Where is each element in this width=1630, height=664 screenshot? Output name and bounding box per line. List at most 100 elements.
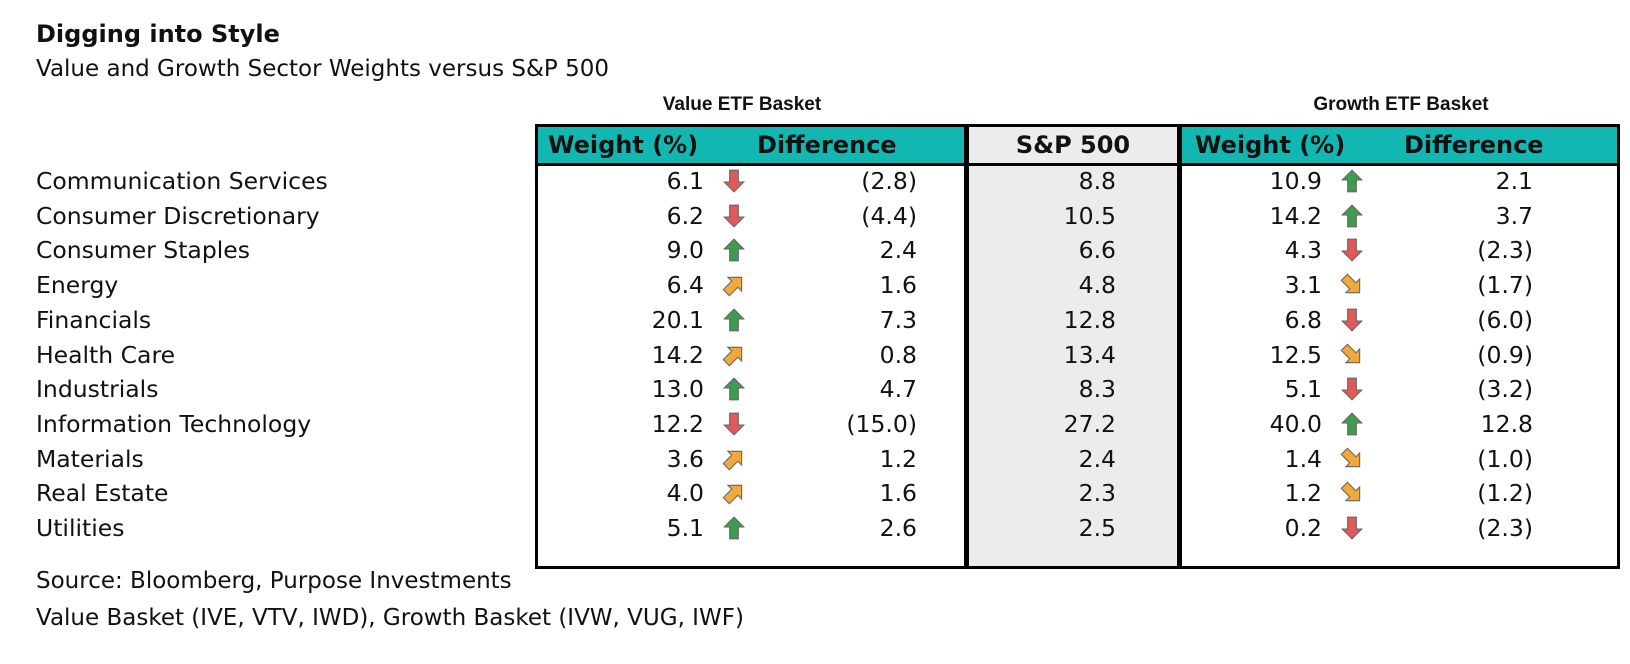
down-arrow-icon <box>1339 515 1365 541</box>
sp500-weight-cell: 2.5 <box>1078 514 1116 542</box>
sp500-weight-cell: 8.8 <box>1078 167 1116 195</box>
growth-diff-cell: (2.3) <box>1477 236 1533 265</box>
page-title: Digging into Style <box>36 20 280 48</box>
growth-diff-cell: (2.3) <box>1477 514 1533 542</box>
growth-diff-cell: 12.8 <box>1480 409 1533 438</box>
value-diff-cell: (4.4) <box>861 201 917 230</box>
growth-weight-cell: 40.0 <box>1269 409 1322 438</box>
downright-arrow-icon <box>1339 342 1365 368</box>
up-arrow-icon <box>1339 203 1365 229</box>
sector-label: Consumer Discretionary <box>36 201 320 230</box>
sp500-panel: S&P 500 <box>966 124 1180 569</box>
sp500-header: S&P 500 <box>1015 131 1131 159</box>
growth-diff-cell: 3.7 <box>1495 201 1533 230</box>
sp500-weight-cell: 13.4 <box>1063 340 1116 369</box>
value-diff-cell: 4.7 <box>879 375 917 404</box>
downright-arrow-icon <box>1339 272 1365 298</box>
growth-weight-header: Weight (%) <box>1195 131 1346 159</box>
value-header-row: Weight (%) Difference <box>538 127 964 166</box>
growth-diff-cell: (0.9) <box>1477 340 1533 369</box>
growth-weight-cell: 6.8 <box>1284 305 1322 334</box>
value-diff-cell: 1.2 <box>879 444 917 473</box>
up-arrow-icon <box>1339 168 1365 194</box>
sp500-weight-cell: 2.4 <box>1078 444 1116 473</box>
value-diff-cell: 7.3 <box>879 305 917 334</box>
growth-weight-cell: 5.1 <box>1284 375 1322 404</box>
down-arrow-icon <box>721 411 747 437</box>
up-arrow-icon <box>1339 411 1365 437</box>
downright-arrow-icon <box>1339 480 1365 506</box>
value-diff-cell: 0.8 <box>879 340 917 369</box>
upright-arrow-icon <box>721 446 747 472</box>
value-weight-cell: 20.1 <box>651 305 704 334</box>
sector-label: Real Estate <box>36 479 169 508</box>
sp500-weight-cell: 4.8 <box>1078 271 1116 300</box>
sector-label: Utilities <box>36 514 125 542</box>
sector-label: Communication Services <box>36 167 328 195</box>
value-weight-cell: 6.2 <box>666 201 704 230</box>
value-weight-cell: 6.1 <box>666 167 704 195</box>
value-panel: Weight (%) Difference <box>535 124 967 569</box>
upright-arrow-icon <box>721 272 747 298</box>
value-diff-cell: (15.0) <box>846 409 917 438</box>
value-weight-cell: 5.1 <box>666 514 704 542</box>
basket-note: Value Basket (IVE, VTV, IWD), Growth Bas… <box>36 605 744 631</box>
value-weight-cell: 4.0 <box>666 479 704 508</box>
growth-weight-cell: 1.4 <box>1284 444 1322 473</box>
sp500-weight-cell: 8.3 <box>1078 375 1116 404</box>
sector-label: Financials <box>36 305 152 334</box>
growth-diff-cell: (1.7) <box>1477 271 1533 300</box>
growth-diff-cell: (6.0) <box>1477 305 1533 334</box>
value-diff-cell: 1.6 <box>879 271 917 300</box>
growth-weight-cell: 12.5 <box>1269 340 1322 369</box>
source-note: Source: Bloomberg, Purpose Investments <box>36 568 512 594</box>
sp500-weight-cell: 6.6 <box>1078 236 1116 265</box>
growth-weight-cell: 1.2 <box>1284 479 1322 508</box>
down-arrow-icon <box>721 168 747 194</box>
sp500-weight-cell: 12.8 <box>1063 305 1116 334</box>
sector-label: Consumer Staples <box>36 236 250 265</box>
up-arrow-icon <box>721 307 747 333</box>
downright-arrow-icon <box>1339 446 1365 472</box>
sp500-weight-cell: 27.2 <box>1063 409 1116 438</box>
sector-label: Materials <box>36 444 144 473</box>
growth-header-row: Weight (%) Difference <box>1182 127 1617 166</box>
value-weight-cell: 3.6 <box>666 444 704 473</box>
growth-weight-cell: 0.2 <box>1284 514 1322 542</box>
value-weight-cell: 13.0 <box>651 375 704 404</box>
up-arrow-icon <box>721 376 747 402</box>
value-diff-cell: 1.6 <box>879 479 917 508</box>
sector-label: Health Care <box>36 340 176 369</box>
down-arrow-icon <box>1339 237 1365 263</box>
growth-weight-cell: 14.2 <box>1269 201 1322 230</box>
value-weight-cell: 6.4 <box>666 271 704 300</box>
value-weight-header: Weight (%) <box>548 131 699 159</box>
up-arrow-icon <box>721 515 747 541</box>
growth-weight-cell: 10.9 <box>1269 167 1322 195</box>
growth-weight-cell: 3.1 <box>1284 271 1322 300</box>
sp500-weight-cell: 2.3 <box>1078 479 1116 508</box>
down-arrow-icon <box>1339 376 1365 402</box>
value-diff-cell: 2.4 <box>879 236 917 265</box>
value-diff-header: Difference <box>757 131 897 159</box>
up-arrow-icon <box>721 237 747 263</box>
upright-arrow-icon <box>721 480 747 506</box>
value-group-header: Value ETF Basket <box>662 94 822 115</box>
growth-weight-cell: 4.3 <box>1284 236 1322 265</box>
sector-label: Energy <box>36 271 119 300</box>
down-arrow-icon <box>1339 307 1365 333</box>
value-diff-cell: (2.8) <box>861 167 917 195</box>
page-subtitle: Value and Growth Sector Weights versus S… <box>36 56 609 82</box>
sp500-weight-cell: 10.5 <box>1063 201 1116 230</box>
growth-group-header: Growth ETF Basket <box>1313 94 1489 115</box>
growth-diff-cell: (1.2) <box>1477 479 1533 508</box>
growth-diff-cell: (3.2) <box>1477 375 1533 404</box>
growth-panel: Weight (%) Difference <box>1179 124 1620 569</box>
value-weight-cell: 12.2 <box>651 409 704 438</box>
value-diff-cell: 2.6 <box>879 514 917 542</box>
growth-diff-cell: 2.1 <box>1495 167 1533 195</box>
down-arrow-icon <box>721 203 747 229</box>
value-weight-cell: 14.2 <box>651 340 704 369</box>
sp500-header-row: S&P 500 <box>969 127 1177 166</box>
value-weight-cell: 9.0 <box>666 236 704 265</box>
